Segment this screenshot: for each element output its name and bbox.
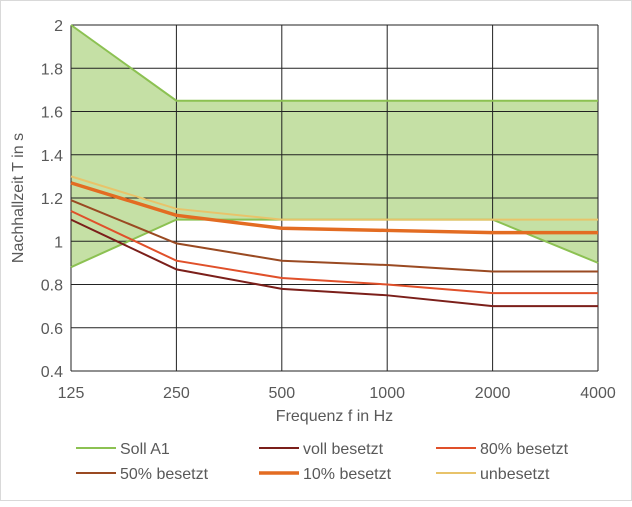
x-axis-label: Frequenz f in Hz (276, 408, 393, 425)
series-line-voll-besetzt (70, 218, 598, 308)
y-tick-label: 1.4 (41, 148, 63, 165)
soll-band-upper-line (70, 24, 598, 102)
series-line-10-besetzt (70, 181, 598, 235)
legend-label: 10% besetzt (303, 466, 392, 483)
series-line-unbesetzt (70, 175, 598, 221)
x-tick-label: 2000 (475, 385, 511, 402)
x-tick-label: 125 (58, 385, 85, 402)
legend-label: voll besetzt (303, 441, 384, 458)
series-line-50-besetzt (70, 199, 598, 273)
y-tick-label: 0.4 (41, 364, 63, 381)
legend-label: 80% besetzt (480, 441, 569, 458)
x-tick-label: 4000 (580, 385, 616, 402)
y-axis-label: Nachhallzeit T in s (10, 133, 27, 263)
y-tick-label: 2 (54, 18, 63, 35)
y-tick-label: 1.8 (41, 61, 63, 78)
soll-band-area (71, 25, 598, 268)
y-tick-label: 0.8 (41, 278, 63, 295)
series-line-80-besetzt (70, 210, 598, 295)
legend-label: Soll A1 (120, 441, 170, 458)
legend-label: 50% besetzt (120, 466, 209, 483)
x-tick-label: 250 (163, 385, 190, 402)
y-tick-label: 1.6 (41, 105, 63, 122)
y-tick-label: 1 (54, 234, 63, 251)
x-tick-label: 1000 (369, 385, 405, 402)
y-tick-label: 0.6 (41, 321, 63, 338)
legend-label: unbesetzt (480, 466, 550, 483)
y-tick-label: 1.2 (41, 191, 63, 208)
x-tick-label: 500 (268, 385, 295, 402)
